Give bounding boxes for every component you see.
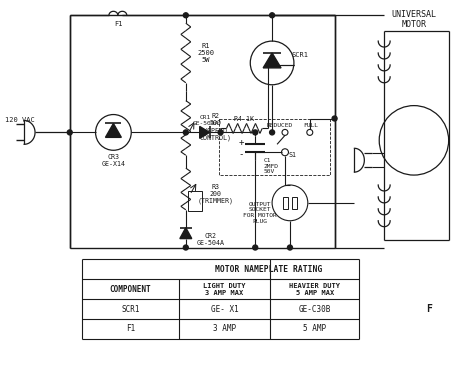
Text: +: +: [239, 138, 244, 147]
Text: COMPONENT: COMPONENT: [110, 285, 151, 294]
Text: FULL: FULL: [303, 123, 318, 128]
Text: 5 AMP: 5 AMP: [303, 324, 326, 334]
Text: SCR1: SCR1: [121, 305, 140, 313]
Text: HEAVIER DUTY
5 AMP MAX: HEAVIER DUTY 5 AMP MAX: [289, 283, 340, 296]
Polygon shape: [200, 127, 210, 138]
Text: CR1
GE-504A: CR1 GE-504A: [192, 115, 219, 126]
Text: UNIVERSAL
MOTOR: UNIVERSAL MOTOR: [391, 10, 436, 29]
Text: GE-C30B: GE-C30B: [298, 305, 331, 313]
Circle shape: [270, 13, 274, 18]
Circle shape: [332, 116, 337, 121]
Circle shape: [270, 130, 274, 135]
Circle shape: [183, 130, 188, 135]
Bar: [218, 118, 329, 175]
Text: F1: F1: [126, 324, 135, 334]
Polygon shape: [106, 124, 121, 137]
Circle shape: [183, 245, 188, 250]
Text: R3
200
(TRIMMER): R3 200 (TRIMMER): [197, 184, 233, 204]
Circle shape: [253, 245, 258, 250]
Polygon shape: [180, 228, 192, 239]
Text: R4 1K: R4 1K: [234, 116, 254, 122]
Bar: [292, 197, 297, 209]
Circle shape: [253, 130, 258, 135]
Text: CR3
GE-X14: CR3 GE-X14: [101, 154, 126, 167]
Text: REDUCED: REDUCED: [267, 123, 293, 128]
Text: R1
2500
5W: R1 2500 5W: [197, 43, 214, 63]
Text: S1: S1: [289, 152, 297, 158]
Text: CR2
GE-504A: CR2 GE-504A: [197, 233, 225, 246]
Bar: [188, 191, 202, 211]
Circle shape: [67, 130, 72, 135]
Polygon shape: [263, 53, 281, 68]
Circle shape: [288, 245, 293, 250]
Text: LIGHT DUTY
3 AMP MAX: LIGHT DUTY 3 AMP MAX: [203, 283, 246, 296]
Text: 3 AMP: 3 AMP: [213, 324, 236, 334]
Circle shape: [183, 13, 188, 18]
Text: R2
500
(SPEED
CONTROL): R2 500 (SPEED CONTROL): [200, 114, 232, 141]
Bar: [283, 197, 288, 209]
Text: MOTOR NAMEPLATE RATING: MOTOR NAMEPLATE RATING: [216, 265, 323, 274]
Text: SCR1: SCR1: [291, 52, 308, 58]
Text: OUTPUT
SOCKET
FOR MOTOR
PLUG: OUTPUT SOCKET FOR MOTOR PLUG: [243, 201, 277, 224]
Circle shape: [218, 130, 223, 135]
Text: F1: F1: [114, 21, 122, 27]
Text: -: -: [239, 150, 244, 159]
Text: F: F: [426, 304, 432, 314]
Text: 120 VAC: 120 VAC: [5, 118, 35, 124]
Text: GE- X1: GE- X1: [211, 305, 238, 313]
Text: C1
2MFD
50V: C1 2MFD 50V: [263, 158, 278, 174]
